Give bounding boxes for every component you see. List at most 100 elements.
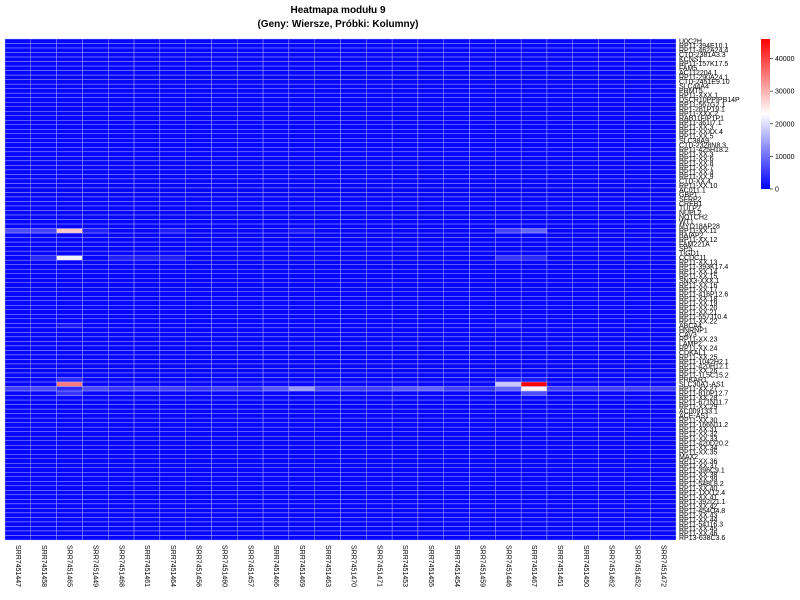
heatmap-cell	[624, 124, 651, 130]
heatmap-cell	[262, 97, 290, 103]
heatmap-cell	[417, 120, 444, 125]
row-label: RP11-166N11.2	[679, 422, 728, 429]
heatmap-cell	[598, 499, 625, 505]
heatmap-cell	[598, 205, 625, 211]
heatmap-cell	[469, 255, 496, 261]
heatmap-cell	[237, 88, 264, 94]
heatmap-cell	[495, 147, 522, 153]
heatmap-cell	[598, 101, 625, 107]
heatmap-cell	[572, 287, 599, 292]
heatmap-cell	[520, 133, 548, 139]
heatmap-cell	[495, 273, 522, 279]
heatmap-cell	[82, 526, 109, 532]
heatmap-cell	[443, 386, 470, 392]
column-label: SRR7451467	[530, 545, 537, 587]
heatmap-cell	[4, 327, 32, 333]
heatmap-cell	[4, 278, 32, 283]
heatmap-cell	[314, 160, 341, 166]
heatmap-cell	[56, 372, 83, 378]
heatmap-cell	[469, 187, 496, 193]
heatmap-cell	[649, 535, 677, 541]
heatmap-cell	[185, 74, 212, 80]
heatmap-cell	[598, 210, 625, 216]
heatmap-cell	[237, 246, 264, 252]
heatmap-cell	[340, 422, 367, 428]
heatmap-cell	[366, 530, 393, 536]
heatmap-cell	[391, 472, 419, 478]
heatmap-cell	[185, 327, 212, 333]
heatmap-cell	[469, 133, 496, 139]
heatmap-cell	[649, 314, 677, 320]
heatmap-cell	[572, 101, 599, 107]
row-label: RP11-XX.43	[679, 512, 717, 519]
heatmap-cell	[288, 246, 315, 252]
heatmap-cell	[30, 314, 57, 320]
heatmap-cell	[391, 494, 419, 500]
heatmap-cell	[546, 440, 573, 446]
heatmap-cell	[56, 535, 83, 541]
heatmap-cell	[340, 183, 367, 189]
heatmap-cell	[598, 390, 625, 396]
heatmap-cell	[237, 210, 264, 216]
row-label: HNRNP1	[679, 327, 708, 334]
heatmap-cell	[391, 250, 419, 256]
row-label: RP11-XX.27	[679, 386, 717, 393]
heatmap-cell	[649, 183, 677, 189]
heatmap-cell	[4, 494, 32, 500]
heatmap-cell	[469, 399, 496, 405]
heatmap-cell	[520, 278, 548, 283]
heatmap-cell	[237, 454, 264, 459]
heatmap-cell	[624, 463, 651, 468]
heatmap-cell	[469, 508, 496, 514]
heatmap-cell	[546, 187, 573, 193]
heatmap-cell	[495, 232, 522, 238]
heatmap-cell	[366, 101, 393, 107]
heatmap-cells	[4, 38, 677, 541]
heatmap-cell	[624, 386, 651, 392]
heatmap-cell	[211, 264, 238, 270]
heatmap-cell	[108, 228, 135, 234]
heatmap-cell	[417, 187, 444, 193]
heatmap-cell	[288, 201, 315, 207]
heatmap-cell	[314, 88, 341, 94]
heatmap-cell	[211, 115, 238, 121]
heatmap-cell	[572, 499, 599, 505]
heatmap-cell	[314, 399, 341, 405]
heatmap-cell	[366, 526, 393, 532]
heatmap-cell	[340, 318, 367, 324]
heatmap-cell	[288, 404, 315, 410]
heatmap-cell	[649, 219, 677, 225]
heatmap-cell	[262, 129, 290, 134]
heatmap-cell	[417, 111, 444, 116]
heatmap-cell	[649, 70, 677, 76]
heatmap-cell	[598, 449, 625, 455]
heatmap-cell	[443, 422, 470, 428]
heatmap-cell	[4, 413, 32, 419]
heatmap-cell	[469, 422, 496, 428]
heatmap-cell	[520, 142, 548, 148]
heatmap-cell	[520, 377, 548, 383]
heatmap-cell	[211, 431, 238, 437]
heatmap-cell	[314, 278, 341, 283]
heatmap-cell	[572, 120, 599, 125]
heatmap-cell	[417, 490, 444, 496]
heatmap-cell	[572, 138, 599, 144]
heatmap-cell	[366, 300, 393, 306]
heatmap-cell	[546, 88, 573, 94]
heatmap-cell	[572, 463, 599, 468]
heatmap-cell	[288, 417, 315, 423]
heatmap-cell	[211, 156, 238, 162]
heatmap-cell	[314, 296, 341, 301]
heatmap-cell	[133, 147, 161, 153]
heatmap-cell	[340, 481, 367, 487]
heatmap-cell	[495, 74, 522, 80]
heatmap-cell	[56, 386, 83, 392]
heatmap-cell	[649, 187, 677, 193]
heatmap-cell	[649, 454, 677, 459]
heatmap-cell	[417, 264, 444, 270]
heatmap-cell	[391, 413, 419, 419]
heatmap-cell	[520, 467, 548, 473]
heatmap-cell	[340, 503, 367, 509]
row-label: ACE-AS1	[679, 413, 709, 420]
row-label: RP11-XX.36	[679, 458, 717, 465]
